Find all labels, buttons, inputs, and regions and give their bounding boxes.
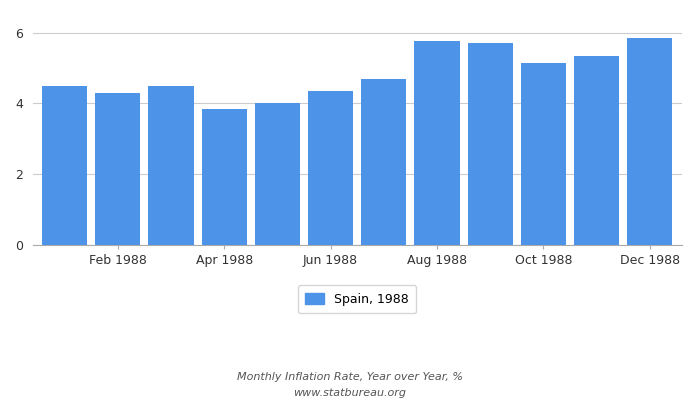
Bar — [414, 42, 460, 244]
Bar — [521, 63, 566, 244]
Bar — [468, 43, 512, 244]
Legend: Spain, 1988: Spain, 1988 — [298, 285, 416, 313]
Bar — [574, 56, 619, 244]
Bar — [361, 78, 407, 244]
Bar — [148, 86, 194, 244]
Bar — [308, 91, 354, 244]
Bar — [42, 86, 88, 244]
Bar — [627, 38, 672, 244]
Bar — [202, 108, 247, 244]
Text: Monthly Inflation Rate, Year over Year, %: Monthly Inflation Rate, Year over Year, … — [237, 372, 463, 382]
Bar — [95, 93, 141, 244]
Bar — [255, 103, 300, 244]
Text: www.statbureau.org: www.statbureau.org — [293, 388, 407, 398]
